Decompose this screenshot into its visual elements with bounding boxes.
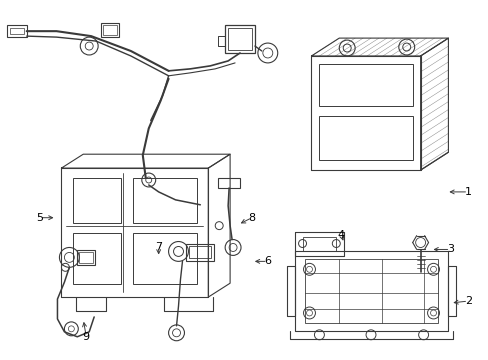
Text: 5: 5 xyxy=(36,213,43,223)
Bar xyxy=(189,247,211,258)
Bar xyxy=(73,233,121,284)
Bar xyxy=(186,243,214,261)
Bar xyxy=(7,25,27,37)
Text: 8: 8 xyxy=(248,213,255,223)
Bar xyxy=(77,251,95,265)
Text: 4: 4 xyxy=(337,230,344,239)
Text: 1: 1 xyxy=(464,187,471,197)
Bar xyxy=(224,25,254,53)
Bar xyxy=(319,64,412,105)
Bar xyxy=(103,25,117,35)
Bar xyxy=(304,260,438,323)
Text: 9: 9 xyxy=(82,332,90,342)
Text: 2: 2 xyxy=(464,296,471,306)
Text: 3: 3 xyxy=(446,244,453,255)
Bar xyxy=(101,23,119,37)
Bar xyxy=(302,237,336,251)
Bar xyxy=(319,116,412,160)
Bar xyxy=(10,28,24,34)
Bar xyxy=(73,178,121,223)
Bar xyxy=(133,233,197,284)
Bar xyxy=(218,178,240,188)
Text: 7: 7 xyxy=(155,243,162,252)
Bar xyxy=(133,178,197,223)
Bar xyxy=(79,252,93,264)
Text: 6: 6 xyxy=(264,256,271,266)
Bar xyxy=(228,28,251,50)
